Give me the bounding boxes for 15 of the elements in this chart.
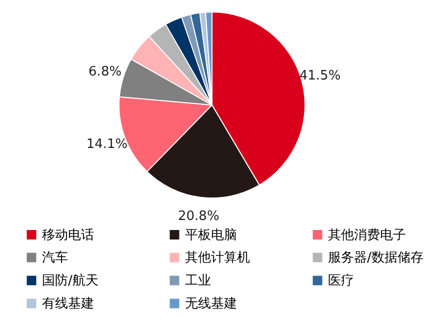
legend-label: 有线基建 (42, 296, 94, 312)
legend-label: 服务器/数据储存 (328, 250, 424, 266)
legend-label: 工业 (185, 274, 211, 288)
legend-label: 移动电话 (42, 228, 94, 243)
legend-label: 无线基建 (185, 296, 237, 312)
legend-label: 其他计算机 (185, 250, 250, 266)
data-label: 20.8% (178, 209, 220, 224)
data-label: 14.1% (86, 136, 128, 152)
legend-label: 医疗 (328, 274, 354, 288)
legend-label: 汽车 (42, 250, 68, 266)
legend-label: 其他消费电子 (328, 228, 406, 243)
data-label: 41.5% (299, 68, 341, 84)
legend-label: 国防/航天 (42, 274, 98, 288)
legend-label: 平板电脑 (185, 228, 237, 243)
data-label: 6.8% (88, 64, 122, 80)
